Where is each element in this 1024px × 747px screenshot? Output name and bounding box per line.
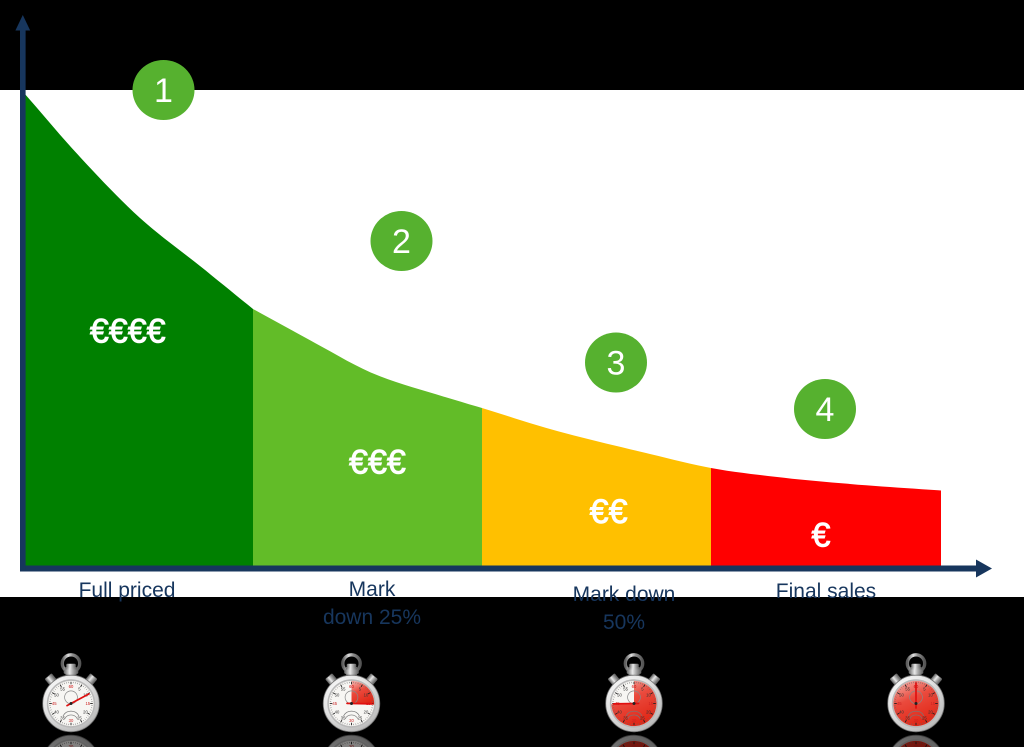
svg-text:20: 20 — [928, 709, 933, 714]
svg-text:40: 40 — [617, 709, 622, 714]
svg-text:5: 5 — [359, 687, 362, 692]
svg-text:5: 5 — [923, 687, 926, 692]
svg-text:50: 50 — [335, 693, 340, 698]
svg-text:10: 10 — [646, 693, 651, 698]
svg-text:30: 30 — [632, 718, 637, 723]
svg-text:5: 5 — [78, 687, 81, 692]
svg-text:30: 30 — [69, 718, 74, 723]
svg-text:30: 30 — [914, 718, 919, 723]
svg-text:25: 25 — [358, 716, 363, 721]
svg-text:45: 45 — [897, 701, 902, 706]
svg-text:35: 35 — [341, 716, 346, 721]
svg-text:60: 60 — [632, 684, 637, 689]
svg-text:50: 50 — [617, 693, 622, 698]
svg-text:4: 4 — [816, 391, 835, 429]
svg-text:55: 55 — [341, 687, 346, 692]
svg-text:25: 25 — [640, 716, 645, 721]
svg-text:15: 15 — [85, 701, 90, 706]
svg-text:55: 55 — [60, 687, 65, 692]
svg-text:50: 50 — [899, 693, 904, 698]
svg-text:25: 25 — [922, 716, 927, 721]
svg-text:10: 10 — [364, 693, 369, 698]
svg-text:1: 1 — [154, 72, 173, 110]
svg-text:30: 30 — [349, 718, 354, 723]
svg-text:60: 60 — [69, 684, 74, 689]
svg-text:15: 15 — [648, 701, 653, 706]
svg-text:5: 5 — [641, 687, 644, 692]
svg-text:35: 35 — [623, 716, 628, 721]
svg-text:55: 55 — [905, 687, 910, 692]
svg-text:45: 45 — [332, 701, 337, 706]
svg-text:3: 3 — [607, 345, 626, 383]
svg-text:30: 30 — [349, 744, 354, 747]
svg-text:50: 50 — [54, 693, 59, 698]
svg-text:€€€€: €€€€ — [90, 313, 166, 351]
svg-text:€€: €€ — [590, 493, 628, 531]
svg-text:€€€: €€€ — [349, 444, 406, 482]
svg-text:30: 30 — [69, 744, 74, 747]
svg-text:€: € — [811, 517, 830, 555]
svg-text:30: 30 — [632, 744, 637, 747]
svg-text:30: 30 — [914, 744, 919, 747]
svg-text:25: 25 — [77, 716, 82, 721]
svg-text:60: 60 — [349, 684, 354, 689]
svg-text:20: 20 — [646, 709, 651, 714]
svg-text:35: 35 — [905, 716, 910, 721]
svg-text:40: 40 — [54, 709, 59, 714]
svg-text:35: 35 — [60, 716, 65, 721]
svg-text:55: 55 — [623, 687, 628, 692]
svg-text:15: 15 — [930, 701, 935, 706]
svg-text:10: 10 — [928, 693, 933, 698]
svg-text:40: 40 — [899, 709, 904, 714]
svg-text:20: 20 — [364, 709, 369, 714]
svg-text:2: 2 — [392, 223, 411, 261]
svg-text:45: 45 — [52, 701, 57, 706]
svg-text:20: 20 — [83, 709, 88, 714]
svg-text:40: 40 — [335, 709, 340, 714]
